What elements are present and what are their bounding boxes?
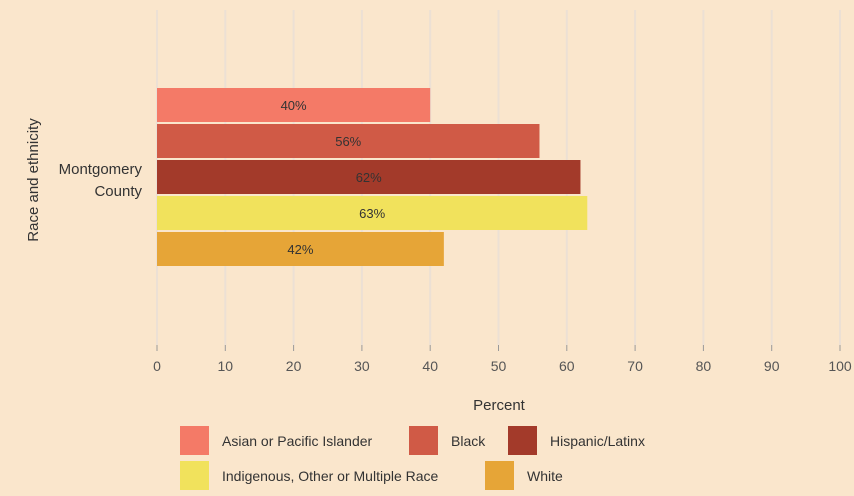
legend-item: Hispanic/Latinx	[508, 426, 645, 455]
bar-value-label: 62%	[356, 170, 382, 185]
legend-swatch	[409, 426, 438, 455]
bar	[157, 160, 581, 194]
x-tick-label: 30	[354, 358, 370, 374]
legend-item: White	[485, 461, 563, 490]
x-tick-label: 60	[559, 358, 575, 374]
bars	[157, 88, 588, 266]
x-tick-label: 50	[491, 358, 507, 374]
legend-item: Asian or Pacific Islander	[180, 426, 373, 455]
bar	[157, 232, 444, 266]
category-label-line-1: Montgomery	[59, 161, 143, 178]
x-axis-ticks: 0 10 20 30 40 50 60 70 80 90 100	[153, 345, 852, 374]
x-tick-label: 20	[286, 358, 302, 374]
x-tick-label: 70	[627, 358, 643, 374]
bar-value-label: 42%	[287, 242, 313, 257]
legend-label: Asian or Pacific Islander	[222, 433, 373, 449]
legend-item: Black	[409, 426, 486, 455]
x-axis-title: Percent	[473, 397, 526, 414]
legend: Asian or Pacific Islander Black Hispanic/L…	[180, 426, 645, 490]
bar-value-label: 63%	[359, 206, 385, 221]
bar-value-label: 40%	[281, 98, 307, 113]
legend-swatch	[508, 426, 537, 455]
legend-label: Black	[451, 433, 486, 449]
legend-label: Indigenous, Other or Multiple Race	[222, 468, 439, 484]
x-tick-label: 90	[764, 358, 780, 374]
bar	[157, 88, 431, 122]
x-tick-label: 0	[153, 358, 161, 374]
bar-value-label: 56%	[335, 134, 361, 149]
data-labels: 40% 56% 62% 63% 42%	[281, 98, 386, 257]
x-tick-label: 40	[422, 358, 438, 374]
legend-swatch	[180, 426, 209, 455]
legend-swatch	[485, 461, 514, 490]
legend-swatch	[180, 461, 209, 490]
x-tick-label: 100	[828, 358, 852, 374]
x-tick-label: 80	[696, 358, 712, 374]
x-tick-label: 10	[218, 358, 234, 374]
bar	[157, 124, 540, 158]
legend-item: Indigenous, Other or Multiple Race	[180, 461, 439, 490]
legend-label: Hispanic/Latinx	[550, 433, 645, 449]
y-axis-title: Race and ethnicity	[25, 118, 42, 242]
bar	[157, 196, 588, 230]
category-label-line-2: County	[94, 183, 142, 200]
legend-label: White	[527, 468, 563, 484]
